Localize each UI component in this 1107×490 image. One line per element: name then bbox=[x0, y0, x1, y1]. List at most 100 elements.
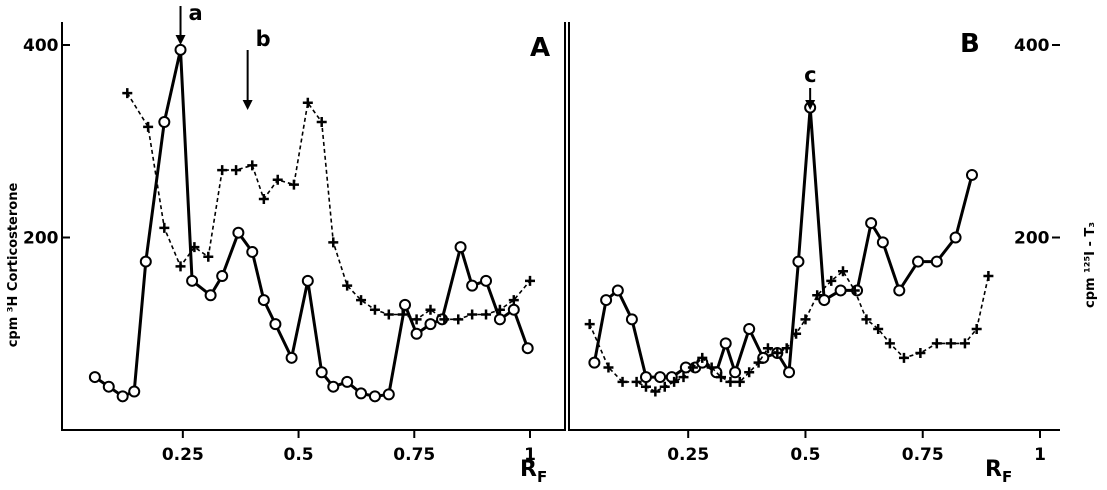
panel-b-series-2-point bbox=[697, 352, 708, 363]
panel-b-series-2-point bbox=[945, 338, 956, 349]
panel-b-series-1-point bbox=[588, 356, 601, 369]
panel-a-series-2-point bbox=[439, 314, 450, 325]
panel-a-series-2-point bbox=[122, 88, 133, 99]
panel-a-series-1-point bbox=[246, 245, 259, 258]
panel-a-series-1-point bbox=[116, 390, 129, 403]
panel-b-series-2-point bbox=[971, 323, 982, 334]
panel-a-series-2-point bbox=[302, 97, 313, 108]
panel-b-series-1-point bbox=[719, 337, 732, 350]
panel-b-series-2-point bbox=[753, 357, 764, 368]
panel-b-series-2-point bbox=[603, 362, 614, 373]
panel-b-y-axis-title: cpm ¹²⁵I - T₃ bbox=[1083, 222, 1098, 308]
panel-a-series-2-point bbox=[525, 275, 535, 286]
panel-b-marker-label: c bbox=[804, 63, 816, 87]
panel-b-series-1-point bbox=[639, 371, 652, 384]
panel-b-series-2-point bbox=[772, 348, 783, 358]
panel-b-series-2-point bbox=[837, 266, 848, 277]
panel-b-series-2-point bbox=[716, 372, 727, 383]
panel-a-x-axis-title: RF bbox=[520, 457, 547, 486]
panel-b-series-2-point bbox=[762, 343, 773, 354]
panel-a-series-1-point bbox=[216, 270, 229, 282]
panel-a-series-1-line bbox=[94, 49, 530, 398]
panel-b-x-tick-label: 1 bbox=[1034, 445, 1046, 465]
panel-b-x-tick-label: 0.25 bbox=[667, 445, 709, 465]
panel-a-series-2-point bbox=[383, 309, 394, 320]
panel-a-series-1-point bbox=[128, 385, 141, 398]
panel-b-series-2-point bbox=[706, 362, 717, 373]
panel-b-x-tick-label: 0.5 bbox=[790, 445, 820, 465]
panel-b-series-2-point bbox=[931, 338, 942, 349]
panel-a-series-2-point bbox=[481, 309, 492, 320]
panel-b: 0.25 0.5 0.75 1 200 400 c B cpm ¹²⁵I - T₃ RF bbox=[568, 22, 1098, 486]
panel-a-series-1-point bbox=[186, 274, 199, 287]
panel-a-series-2-point bbox=[425, 304, 436, 315]
panel-a-series-1-point bbox=[174, 43, 187, 56]
panel-a-series-2-point bbox=[247, 160, 258, 171]
panel-a-series-1-point bbox=[399, 298, 412, 311]
panel-a-series-1-point bbox=[341, 375, 354, 388]
panel-b-series-2-point bbox=[631, 376, 642, 387]
panel-b-series-2-point bbox=[983, 271, 994, 281]
panel-a-marker-arrowhead bbox=[242, 100, 253, 110]
panel-a-series-1-point bbox=[493, 313, 506, 326]
panel-a-x-tick-label: 1 bbox=[524, 445, 536, 465]
panel-a-series-2-point bbox=[411, 314, 422, 325]
panel-a-series-1-point bbox=[102, 380, 115, 393]
panel-a-series-1-point bbox=[466, 279, 479, 292]
panel-b-series-2-point bbox=[725, 376, 736, 387]
panel-a-series-2-point bbox=[494, 304, 505, 315]
panel-b-series-2-point bbox=[959, 338, 970, 349]
panel-a-x-tick-label: 0.25 bbox=[162, 445, 204, 465]
panel-b-series-2-point bbox=[678, 372, 689, 383]
panel-b-series-2-point bbox=[915, 348, 926, 358]
panel-b-y-tick-label: 200 bbox=[1014, 229, 1050, 249]
panel-a-plot-area: 0.25 0.5 0.75 1 200 400 a b bbox=[23, 1, 536, 465]
panel-b-series-2-point bbox=[884, 338, 895, 349]
panel-b-series-1-point bbox=[611, 284, 624, 297]
panel-b-marker-arrowhead bbox=[805, 100, 816, 110]
panel-b-y-tick-label: 400 bbox=[1014, 36, 1050, 56]
panel-a-series-2-point bbox=[231, 165, 242, 176]
panel-a-series-2-point bbox=[288, 179, 299, 190]
panel-b-plot-area: 0.25 0.5 0.75 1 200 400 c bbox=[584, 36, 1060, 465]
panel-b-series-1-point bbox=[930, 255, 943, 268]
panel-b-series-1-point bbox=[965, 168, 978, 181]
panel-a-series-1-point bbox=[480, 274, 493, 287]
panel-a-series-2-point bbox=[272, 174, 283, 185]
panel-a-series-2-point bbox=[342, 280, 353, 291]
panel-a-series-2-point bbox=[369, 304, 380, 315]
panel-a-series-2-point bbox=[258, 194, 269, 204]
panel-a-series-1-point bbox=[88, 371, 101, 384]
panel-b-series-2-point bbox=[617, 376, 628, 387]
panel-a-series-1-point bbox=[355, 387, 368, 400]
panel-a-series-2-point bbox=[189, 242, 200, 253]
panel-a-series-1-point bbox=[285, 351, 298, 364]
panel-a-series-2-point bbox=[203, 251, 214, 262]
panel-a-series-2-point bbox=[328, 237, 339, 248]
panel-a-series-1-point bbox=[204, 289, 217, 302]
panel-b-x-tick-label: 0.75 bbox=[902, 445, 944, 465]
panel-a-y-tick-label: 400 bbox=[23, 36, 59, 56]
panel-b-series-1-point bbox=[818, 294, 831, 307]
panel-a-series-1-point bbox=[257, 294, 270, 307]
panel-a-y-axis-title: cpm ³H Corticosterone bbox=[6, 183, 21, 348]
panel-b-series-2-point bbox=[781, 343, 792, 354]
panel-b-series-1-point bbox=[792, 255, 805, 268]
panel-a-series-2-point bbox=[143, 121, 154, 132]
panel-b-series-2-point bbox=[669, 376, 680, 387]
panel-a-series-1-point bbox=[327, 380, 340, 393]
panel-a-series-1-point bbox=[158, 116, 171, 128]
panel-a-series-1-point bbox=[301, 274, 314, 287]
panel-b-series-2-point bbox=[734, 376, 745, 387]
panel-b-series-1-point bbox=[834, 284, 847, 297]
panel-a-series-2-point bbox=[316, 117, 327, 127]
panel-a-series-1-point bbox=[315, 366, 328, 379]
panel-b-label: B bbox=[960, 29, 980, 59]
panel-b-series-2-point bbox=[849, 285, 860, 296]
panel-b-series-1-point bbox=[625, 313, 638, 326]
panel-b-series-1-point bbox=[893, 284, 906, 297]
panel-a-series-1-point bbox=[507, 303, 520, 316]
panel-b-series-2-point bbox=[584, 319, 595, 330]
panel-b-series-1-point bbox=[876, 236, 889, 249]
